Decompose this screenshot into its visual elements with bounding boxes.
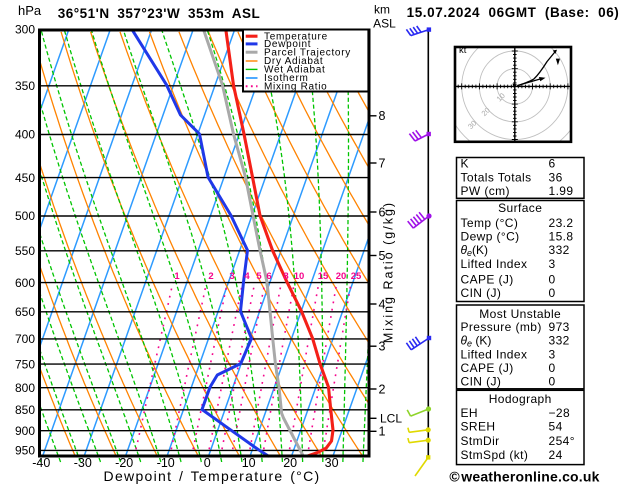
svg-text:950: 950 bbox=[15, 444, 35, 458]
svg-text:350: 350 bbox=[15, 79, 35, 93]
svg-text:Dewpoint / Temperature (°C): Dewpoint / Temperature (°C) bbox=[104, 468, 321, 484]
svg-text:2: 2 bbox=[379, 382, 386, 396]
svg-text:500: 500 bbox=[15, 209, 35, 223]
svg-text:PW (cm): PW (cm) bbox=[461, 184, 510, 198]
svg-text:-10: -10 bbox=[157, 456, 175, 470]
svg-text:450: 450 bbox=[15, 171, 35, 185]
svg-text:15: 15 bbox=[318, 271, 329, 282]
svg-text:8: 8 bbox=[283, 271, 288, 282]
svg-text:5: 5 bbox=[379, 249, 386, 263]
svg-text:25: 25 bbox=[351, 271, 362, 282]
svg-text:973: 973 bbox=[549, 320, 570, 334]
svg-text:10: 10 bbox=[242, 456, 256, 470]
svg-text:8: 8 bbox=[379, 109, 386, 123]
svg-text:Temperature: Temperature bbox=[264, 31, 328, 42]
svg-text:Totals Totals: Totals Totals bbox=[461, 171, 532, 185]
svg-text:332: 332 bbox=[549, 243, 570, 257]
svg-text:15.07.2024 06GMT (Base: 06): 15.07.2024 06GMT (Base: 06) bbox=[407, 5, 620, 20]
svg-text:30: 30 bbox=[325, 456, 339, 470]
svg-text:36°51'N 357°23'W 353m ASL: 36°51'N 357°23'W 353m ASL bbox=[58, 6, 261, 21]
svg-text:2: 2 bbox=[208, 271, 213, 282]
svg-text:4: 4 bbox=[379, 297, 386, 311]
svg-text:Parcel Trajectory: Parcel Trajectory bbox=[264, 47, 351, 58]
svg-text:hPa: hPa bbox=[18, 3, 42, 18]
svg-text:400: 400 bbox=[15, 128, 35, 142]
svg-text:Surface: Surface bbox=[498, 201, 542, 215]
svg-text:3: 3 bbox=[549, 347, 556, 361]
svg-text:20: 20 bbox=[283, 456, 297, 470]
svg-text:Dewp (°C): Dewp (°C) bbox=[461, 230, 520, 244]
svg-text:Wet Adiabat: Wet Adiabat bbox=[264, 65, 325, 76]
svg-text:4: 4 bbox=[244, 271, 250, 282]
svg-text:CAPE (J): CAPE (J) bbox=[461, 272, 514, 286]
svg-text:600: 600 bbox=[15, 276, 35, 290]
svg-text:300: 300 bbox=[15, 23, 35, 37]
svg-text:3: 3 bbox=[229, 271, 234, 282]
svg-text:Isotherm: Isotherm bbox=[264, 73, 309, 84]
svg-text:K: K bbox=[461, 157, 469, 171]
svg-text:Pressure (mb): Pressure (mb) bbox=[461, 320, 542, 334]
svg-text:© weatheronline.co.uk: © weatheronline.co.uk bbox=[449, 469, 599, 485]
svg-text:850: 850 bbox=[15, 403, 35, 417]
svg-text:Temp (°C): Temp (°C) bbox=[461, 216, 519, 230]
svg-text:900: 900 bbox=[15, 424, 35, 438]
svg-text:3: 3 bbox=[549, 257, 556, 271]
svg-text:6: 6 bbox=[549, 157, 556, 171]
svg-text:10: 10 bbox=[294, 271, 305, 282]
svg-text:Hodograph: Hodograph bbox=[489, 392, 552, 406]
svg-text:-30: -30 bbox=[74, 456, 92, 470]
svg-text:254°: 254° bbox=[549, 434, 575, 448]
svg-text:15.8: 15.8 bbox=[549, 230, 574, 244]
svg-text:20: 20 bbox=[336, 271, 347, 282]
svg-text:7: 7 bbox=[379, 156, 386, 170]
svg-text:CIN (J): CIN (J) bbox=[461, 286, 502, 300]
svg-text:36: 36 bbox=[549, 171, 563, 185]
svg-text:kt: kt bbox=[459, 45, 467, 56]
svg-text:0: 0 bbox=[549, 374, 556, 388]
svg-text:23.2: 23.2 bbox=[549, 216, 574, 230]
svg-text:Mixing Ratio: Mixing Ratio bbox=[264, 82, 327, 93]
svg-text:1.99: 1.99 bbox=[549, 184, 574, 198]
svg-text:StmDir: StmDir bbox=[461, 434, 500, 448]
svg-text:0: 0 bbox=[204, 456, 211, 470]
svg-text:1: 1 bbox=[379, 425, 386, 439]
svg-text:Most Unstable: Most Unstable bbox=[479, 307, 561, 321]
svg-text:3: 3 bbox=[379, 340, 386, 354]
svg-text:SREH: SREH bbox=[461, 420, 496, 434]
svg-text:650: 650 bbox=[15, 305, 35, 319]
svg-text:0: 0 bbox=[549, 361, 556, 375]
svg-text:θe (K): θe (K) bbox=[461, 334, 492, 349]
svg-text:CIN (J): CIN (J) bbox=[461, 374, 502, 388]
svg-text:Mixing Ratio (g/kg): Mixing Ratio (g/kg) bbox=[382, 201, 396, 343]
svg-text:750: 750 bbox=[15, 357, 35, 371]
svg-text:Dewpoint: Dewpoint bbox=[264, 39, 311, 50]
svg-text:ASL: ASL bbox=[373, 17, 396, 31]
svg-text:700: 700 bbox=[15, 332, 35, 346]
svg-text:0: 0 bbox=[549, 272, 556, 286]
svg-text:0: 0 bbox=[549, 286, 556, 300]
svg-text:Lifted Index: Lifted Index bbox=[461, 347, 528, 361]
svg-text:-20: -20 bbox=[115, 456, 133, 470]
svg-text:Lifted Index: Lifted Index bbox=[461, 257, 528, 271]
svg-text:5: 5 bbox=[256, 271, 262, 282]
svg-text:800: 800 bbox=[15, 381, 35, 395]
svg-text:54: 54 bbox=[549, 420, 563, 434]
svg-text:LCL: LCL bbox=[380, 412, 402, 426]
svg-text:−28: −28 bbox=[549, 406, 571, 420]
svg-text:6: 6 bbox=[266, 271, 271, 282]
svg-text:24: 24 bbox=[549, 448, 563, 462]
svg-text:EH: EH bbox=[461, 406, 478, 420]
svg-text:-40: -40 bbox=[32, 456, 50, 470]
svg-text:1: 1 bbox=[174, 271, 180, 282]
svg-text:StmSpd (kt): StmSpd (kt) bbox=[461, 448, 529, 462]
svg-text:Dry Adiabat: Dry Adiabat bbox=[264, 56, 323, 67]
svg-text:550: 550 bbox=[15, 244, 35, 258]
svg-text:θe(K): θe(K) bbox=[461, 243, 489, 258]
svg-text:CAPE (J): CAPE (J) bbox=[461, 361, 514, 375]
svg-text:km: km bbox=[374, 3, 390, 17]
svg-text:6: 6 bbox=[379, 205, 386, 219]
svg-text:332: 332 bbox=[549, 334, 570, 348]
